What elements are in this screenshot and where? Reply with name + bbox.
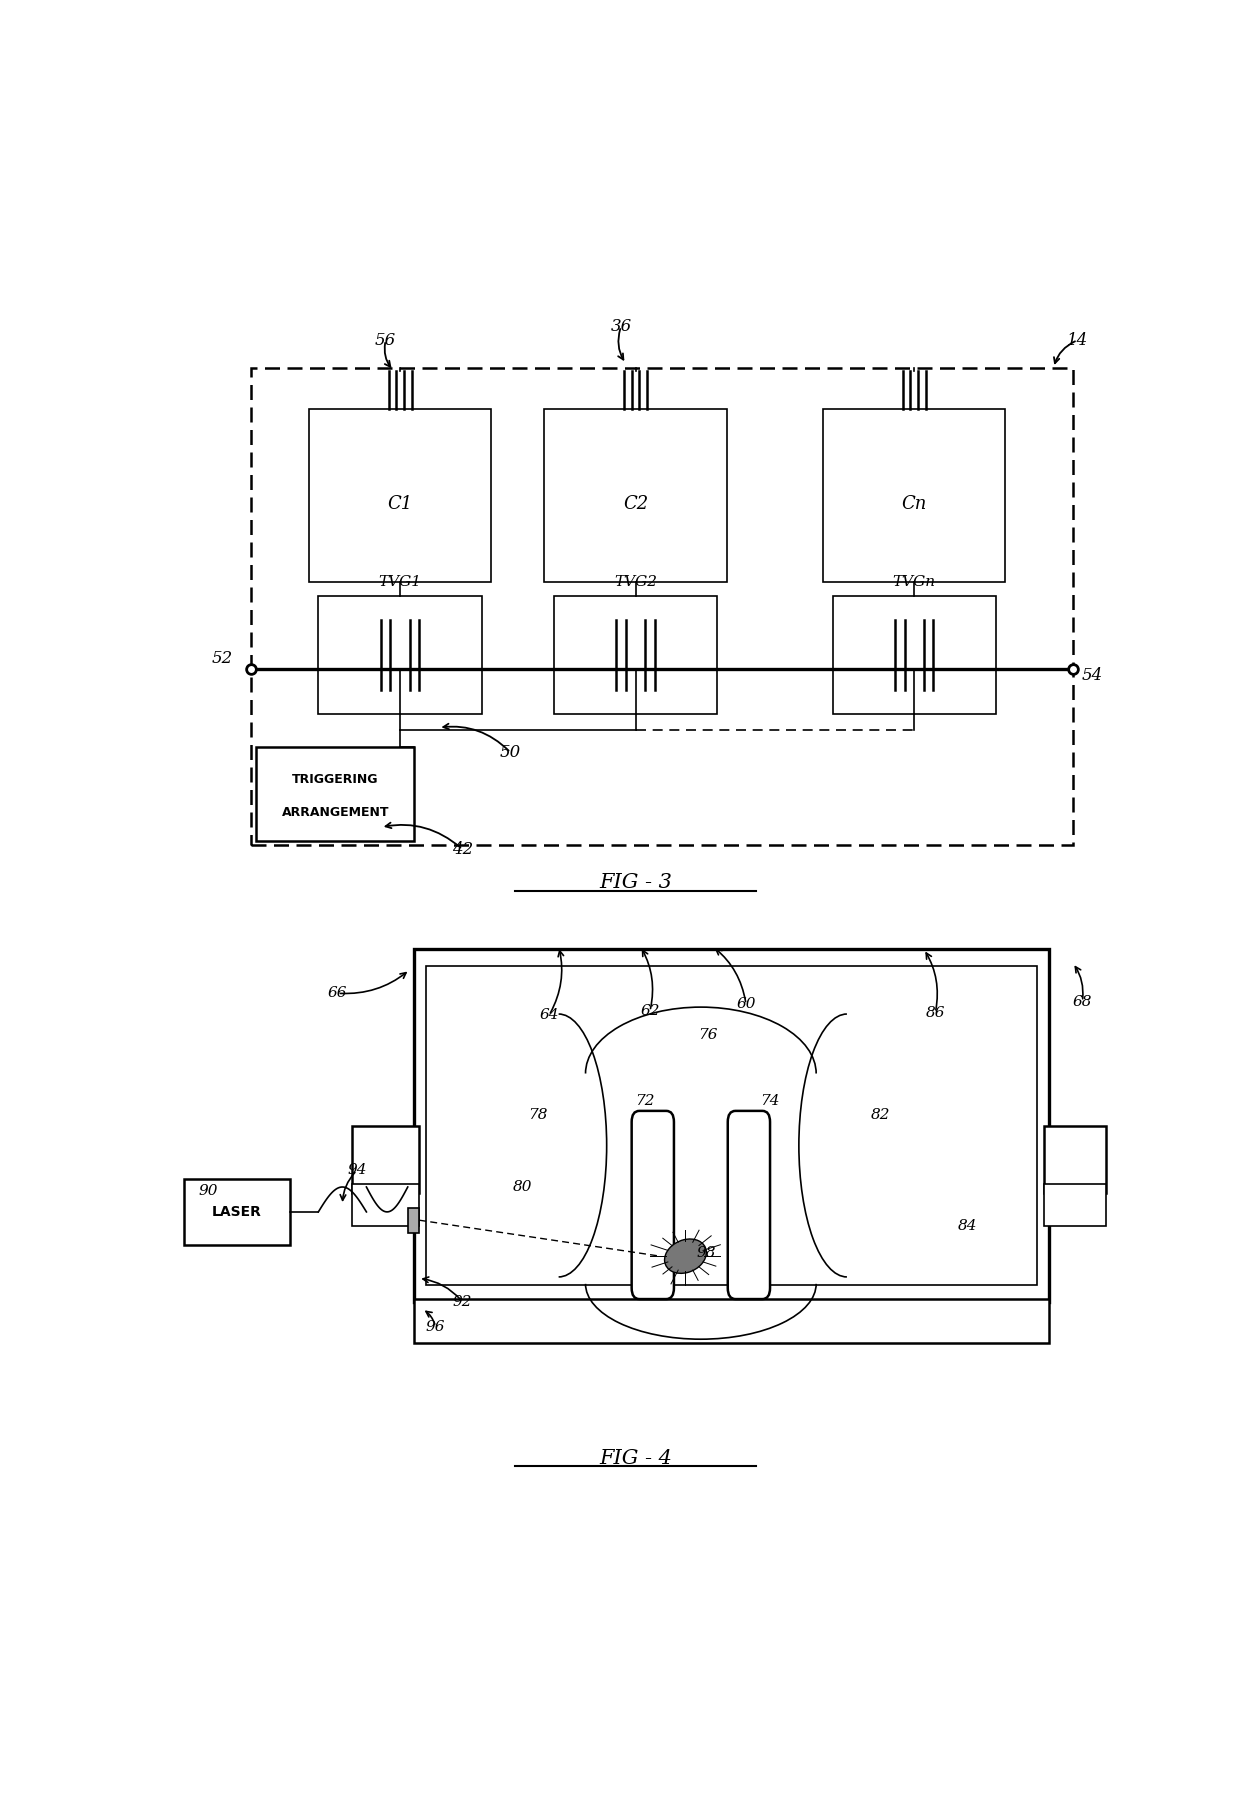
Text: 76: 76 [698,1028,717,1042]
Text: 72: 72 [635,1094,655,1109]
Text: 60: 60 [737,997,755,1012]
Text: 78: 78 [528,1109,547,1121]
Text: 92: 92 [453,1296,472,1308]
Text: C1: C1 [387,496,413,514]
Text: 86: 86 [925,1006,945,1019]
Bar [1044,1184,1106,1226]
Text: 42: 42 [451,841,474,857]
Text: 90: 90 [198,1184,217,1199]
Text: 14: 14 [1066,332,1089,349]
Bar [408,1208,419,1233]
Text: TVG2: TVG2 [614,575,657,589]
FancyBboxPatch shape [728,1111,770,1299]
Bar [832,597,996,713]
Bar [823,410,1006,582]
Text: FIG - 3: FIG - 3 [599,873,672,891]
Text: Cn: Cn [901,496,926,514]
Bar [319,597,481,713]
Text: 68: 68 [1073,994,1092,1008]
Text: 56: 56 [374,332,397,349]
Text: 64: 64 [539,1008,559,1022]
Bar [255,748,414,841]
Text: 82: 82 [870,1109,890,1121]
Text: LASER: LASER [212,1206,262,1218]
Bar [554,597,717,713]
Bar [414,949,1049,1301]
Bar [544,410,727,582]
Text: 62: 62 [640,1005,660,1019]
Text: TRIGGERING: TRIGGERING [291,773,378,787]
Text: TVG1: TVG1 [378,575,422,589]
Text: 54: 54 [1081,667,1102,683]
Bar [1044,1127,1106,1193]
Text: 94: 94 [347,1163,367,1177]
Text: 66: 66 [327,987,347,1001]
Bar [352,1184,419,1226]
Bar [414,1299,1049,1344]
Text: FIG - 4: FIG - 4 [599,1448,672,1468]
FancyBboxPatch shape [631,1111,675,1299]
Bar [250,368,1073,845]
Bar [184,1179,289,1245]
Text: 96: 96 [425,1319,445,1333]
Text: 36: 36 [610,318,631,334]
Text: 74: 74 [760,1094,780,1109]
Text: 98: 98 [697,1247,717,1260]
Bar [352,1127,419,1193]
Text: ARRANGEMENT: ARRANGEMENT [281,807,389,819]
Bar [427,965,1037,1285]
Bar [309,410,491,582]
Text: C2: C2 [622,496,649,514]
Text: 80: 80 [512,1181,532,1193]
Ellipse shape [665,1238,707,1274]
Text: 84: 84 [957,1218,977,1233]
Text: 52: 52 [212,651,233,667]
Text: 50: 50 [500,744,521,760]
Text: TVGn: TVGn [893,575,936,589]
